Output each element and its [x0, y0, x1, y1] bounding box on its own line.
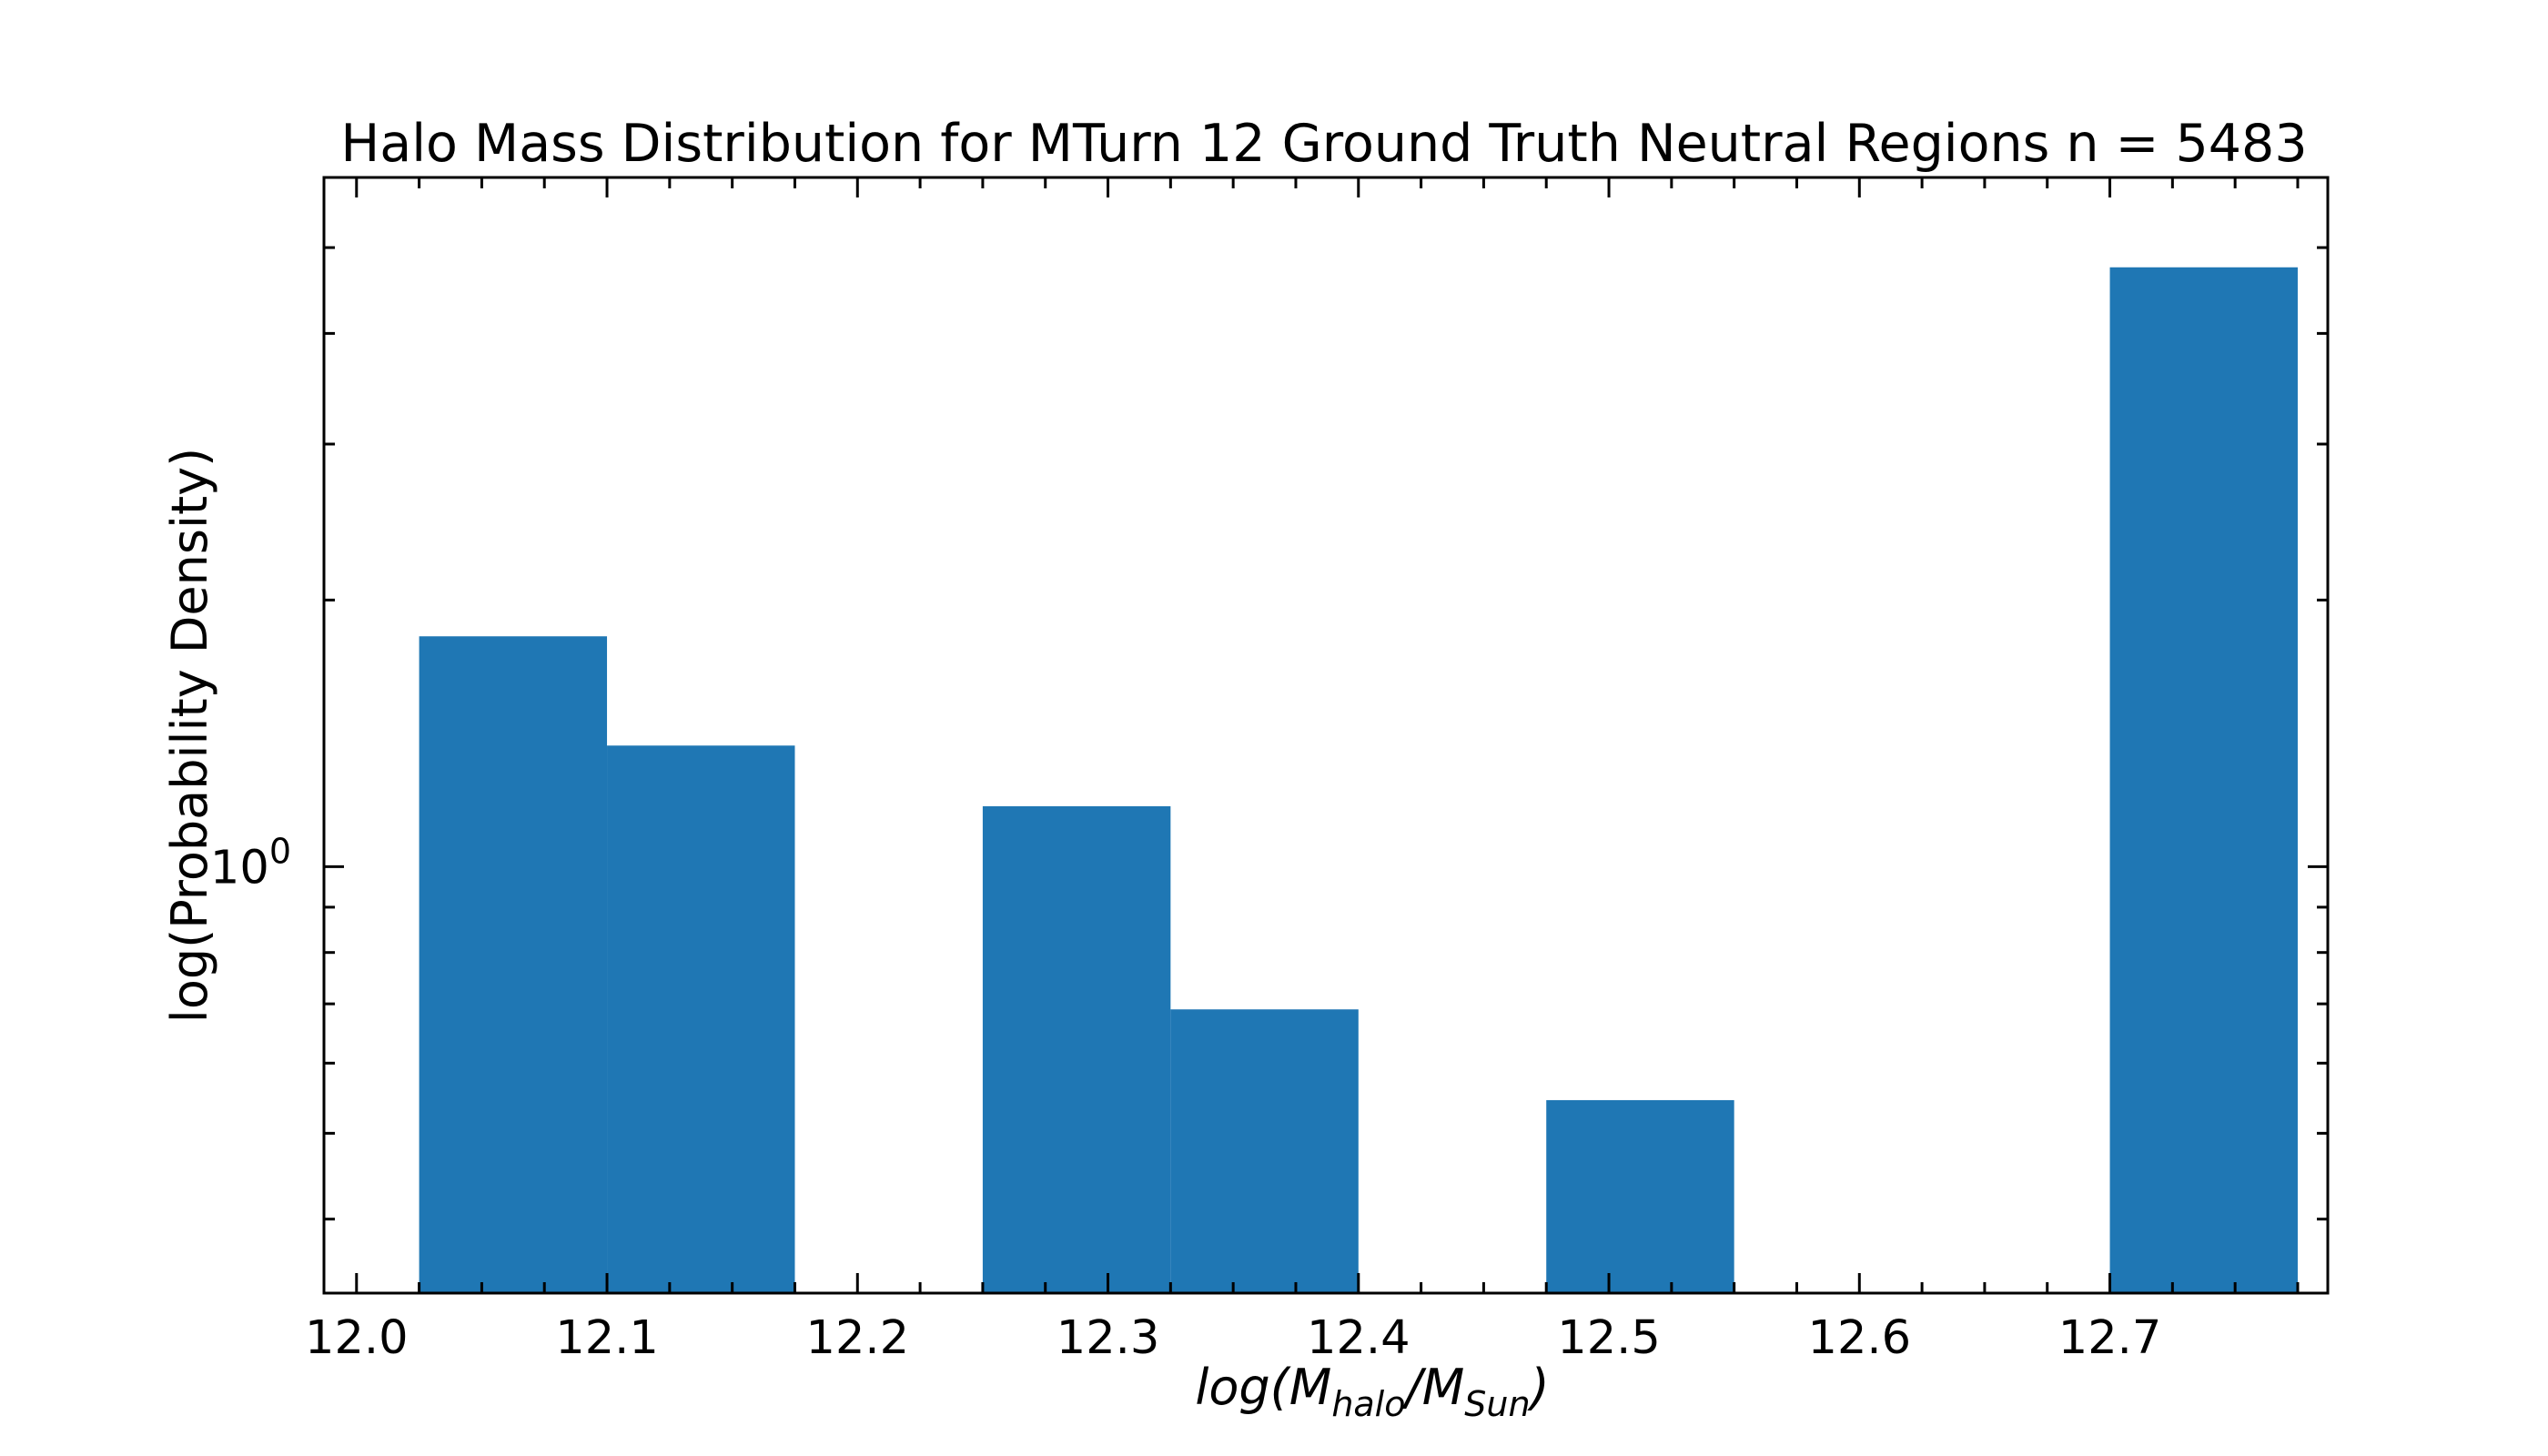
x-tick-label: 12.5	[1557, 1311, 1661, 1365]
x-tick-label: 12.2	[806, 1311, 910, 1365]
histogram-bar	[419, 636, 608, 1293]
y-axis-ticks	[324, 246, 2328, 1221]
histogram-bar	[1546, 1099, 1734, 1293]
x-tick-label: 12.7	[2058, 1311, 2162, 1365]
x-tick-label: 12.1	[555, 1311, 659, 1365]
x-tick-label: 12.4	[1307, 1311, 1410, 1365]
histogram-bar	[1170, 1009, 1359, 1293]
y-tick-label-major: 100	[210, 831, 291, 895]
histogram-bar	[2109, 267, 2298, 1294]
histogram-bar	[607, 745, 795, 1293]
x-tick-label: 12.6	[1808, 1311, 1912, 1365]
x-axis-ticks: 12.0 12.1 12.2 12.3 12.4 12.5 12.6 12.7	[305, 177, 2300, 1365]
x-axis-label: log(Mhalo/MSun)	[1195, 1359, 1549, 1424]
histogram-bar	[982, 806, 1171, 1293]
plot-frame	[322, 176, 2330, 1295]
x-tick-label: 12.3	[1057, 1311, 1160, 1365]
bars-group	[419, 267, 2298, 1294]
y-axis-label: log(Probability Density)	[161, 448, 218, 1023]
x-tick-label: 12.0	[305, 1311, 409, 1365]
chart-title: Halo Mass Distribution for MTurn 12 Grou…	[340, 114, 2307, 174]
